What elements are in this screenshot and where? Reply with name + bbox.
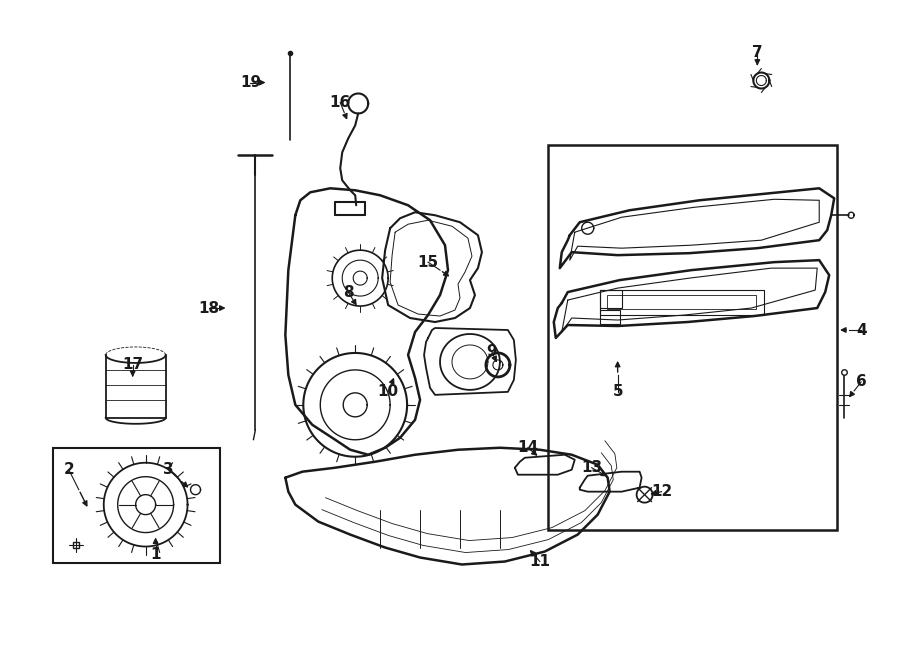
Text: 14: 14 — [518, 440, 538, 455]
Text: 16: 16 — [329, 95, 351, 110]
Bar — [53, 447, 220, 563]
Text: 8: 8 — [343, 285, 354, 299]
Text: 3: 3 — [163, 462, 174, 477]
Text: 9: 9 — [487, 344, 497, 360]
Text: 2: 2 — [63, 462, 74, 477]
Bar — [599, 290, 764, 315]
Text: 13: 13 — [581, 460, 602, 475]
Text: 10: 10 — [378, 384, 399, 399]
Bar — [607, 295, 756, 309]
Text: 11: 11 — [529, 554, 550, 569]
Text: 4: 4 — [856, 323, 867, 338]
Text: 1: 1 — [150, 547, 161, 562]
Text: 18: 18 — [198, 301, 219, 315]
Text: 6: 6 — [856, 374, 867, 389]
Text: 7: 7 — [752, 45, 762, 60]
Text: 5: 5 — [612, 384, 623, 399]
Text: 17: 17 — [122, 358, 143, 372]
Bar — [548, 145, 837, 529]
Text: 12: 12 — [651, 484, 672, 499]
Text: 15: 15 — [418, 254, 438, 270]
Text: 19: 19 — [240, 75, 261, 90]
Bar — [599, 310, 619, 324]
Bar — [599, 290, 622, 308]
